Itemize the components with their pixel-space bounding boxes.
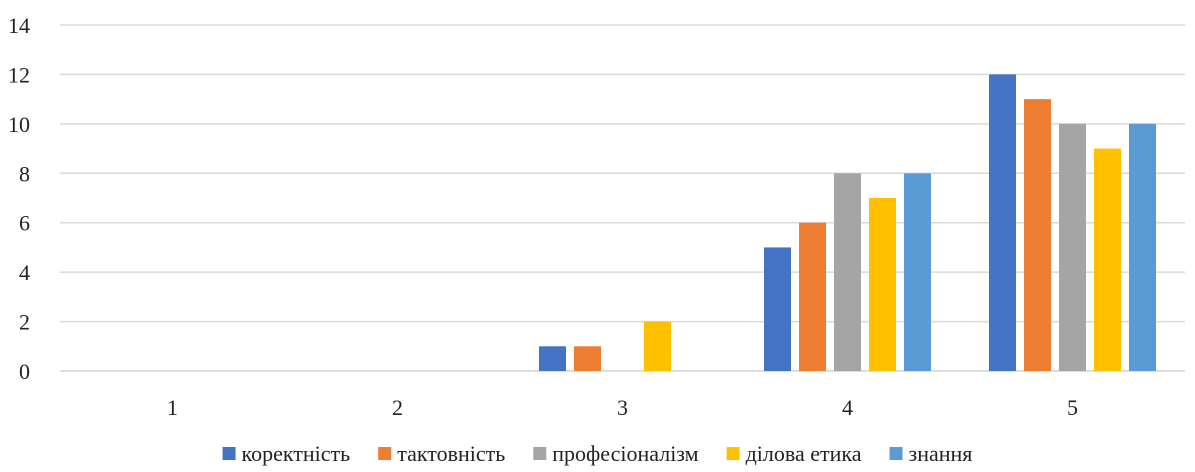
y-tick-label: 0	[19, 359, 30, 384]
x-axis-category-labels: 1 2 3 4 5	[167, 395, 1078, 420]
bar-5-cat-5	[1129, 123, 1156, 371]
bar-4-cat-4	[869, 198, 896, 371]
x-category-label: 2	[392, 395, 403, 420]
bar-2-cat-4	[799, 222, 826, 371]
legend-item-2: тактовність	[378, 441, 505, 466]
bar-5-cat-4	[904, 173, 931, 371]
legend-label: професіоналізм	[552, 441, 698, 466]
bar-1-cat-4	[764, 247, 791, 371]
legend-label: ділова етика	[746, 441, 862, 466]
x-category-label: 1	[167, 395, 178, 420]
legend-item-5: знання	[889, 441, 973, 466]
legend-item-3: професіоналізм	[533, 441, 699, 466]
gridlines	[60, 24, 1185, 372]
y-tick-label: 14	[8, 13, 30, 38]
bar-3-cat-4	[834, 173, 861, 371]
y-tick-label: 12	[8, 62, 30, 87]
y-tick-label: 2	[19, 310, 30, 335]
legend: коректність тактовність професіоналізм діло…	[222, 441, 973, 466]
bar-2-cat-5	[1024, 99, 1051, 372]
bar-3-cat-5	[1059, 123, 1086, 371]
bars	[539, 74, 1156, 372]
x-category-label: 3	[617, 395, 628, 420]
legend-label: тактовність	[397, 441, 505, 466]
y-tick-label: 10	[8, 112, 30, 137]
x-category-label: 5	[1067, 395, 1078, 420]
bar-4-cat-5	[1094, 148, 1121, 371]
y-tick-label: 4	[19, 260, 30, 285]
legend-label: знання	[909, 441, 973, 466]
y-tick-label: 8	[19, 161, 30, 186]
legend-item-1: коректність	[222, 441, 351, 466]
legend-swatch	[726, 447, 740, 460]
bar-4-cat-3	[644, 321, 671, 371]
legend-swatch	[533, 447, 547, 460]
legend-swatch	[889, 447, 903, 460]
legend-item-4: ділова етика	[726, 441, 862, 466]
y-axis-tick-labels: 0 2 4 6 8 10 12 14	[8, 13, 30, 384]
legend-swatch	[222, 447, 236, 460]
legend-swatch	[378, 447, 392, 460]
legend-label: коректність	[242, 441, 351, 466]
x-category-label: 4	[842, 395, 853, 420]
y-tick-label: 6	[19, 211, 30, 236]
bar-2-cat-3	[574, 346, 601, 371]
bar-1-cat-5	[989, 74, 1016, 371]
bar-1-cat-3	[539, 346, 566, 371]
